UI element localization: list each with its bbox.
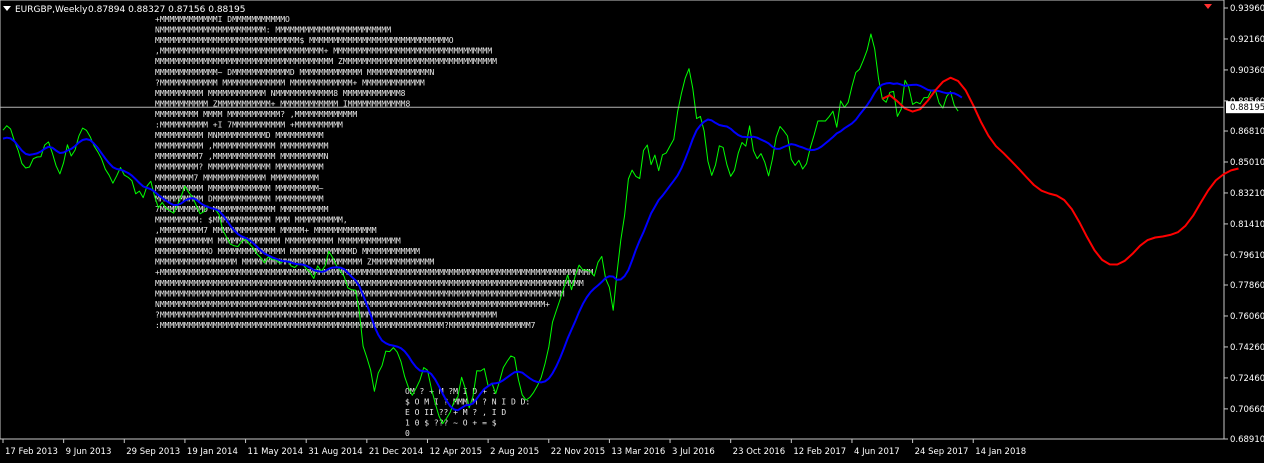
x-tick-label: 2 Aug 2015 xyxy=(490,447,539,457)
ascii-art-line: MMMMMMMMMMM ZMMMMMMMMMMM+ MMMMMMMMMMMM I… xyxy=(155,99,410,108)
y-tick-label: 0.74260 xyxy=(1230,343,1264,353)
y-tick-label: 0.81410 xyxy=(1230,220,1264,230)
ascii-art-line: MMMMMMMMM? MMMMMMMMMMMMM MMMMMMMMMM xyxy=(155,163,324,172)
ascii-art-line: MMMMMMMMMMMO MMMMMMMMMMMMMM MMMMMMMMMMMM… xyxy=(155,247,420,256)
ascii-art-line: +MMMMMMMMMMMMMMMMMMMMMMMMMMMMMMMMMMMMMMM… xyxy=(155,268,593,277)
x-tick-label: 22 Nov 2015 xyxy=(551,447,605,457)
ascii-art-line: :MMMMMMMMMM +I 7MMMMMMMMMMM +MMMMMMMMMM xyxy=(155,121,343,130)
ascii-art-line: 7MMMMMMMMMD MMMMMMMMMMMMM MMMMMMMMMM xyxy=(155,205,329,214)
chart-header: EURGBP,Weekly 0.87894 0.88327 0.87156 0.… xyxy=(3,5,245,15)
price-tag-label: 0.88195 xyxy=(1230,103,1264,113)
ascii-art-bottom-line: OM ? + M ?M I D + : xyxy=(405,387,497,396)
series-line-price xyxy=(2,33,959,425)
price-tag-box xyxy=(1226,101,1264,114)
series-layer xyxy=(2,33,1239,425)
dropdown-triangle-icon[interactable] xyxy=(3,6,11,11)
ascii-art-line: ,MMMMMMMMM7 MMMMMMMMMMMMM MMMMM+ MMMMMMM… xyxy=(155,226,377,235)
y-tick-label: 0.85010 xyxy=(1230,158,1264,168)
x-tick-label: 23 Oct 2016 xyxy=(733,447,786,457)
ascii-art-overlay: +MMMMMMMMMMMMI DMMMMMMMMMMMO NMMMMMMMMMM… xyxy=(155,15,593,438)
ascii-art-line: MMMMMMMMMM DMMMMMMMMMMMM MMMMMMMMMM xyxy=(155,194,324,203)
ascii-art-line: MMMMMMMMM MMMM MMMMMMMMMMM? ,MMMMMMMMMMM… xyxy=(155,110,357,119)
ascii-art-line: ?MMMMMMMMMMMM MMMMMMMMMMMMM MMMMMMMMMMMM… xyxy=(155,78,425,87)
ascii-art-line: +MMMMMMMMMMMMI DMMMMMMMMMMMO xyxy=(155,15,290,24)
series-line-projection xyxy=(881,76,1239,266)
x-tick-label: 12 Apr 2015 xyxy=(429,447,482,457)
ascii-art-bottom-line: 0 xyxy=(405,429,410,438)
x-tick-label: 13 Mar 2016 xyxy=(611,447,665,457)
x-tick-label: 24 Sep 2017 xyxy=(915,447,969,457)
plot-border xyxy=(0,0,1225,440)
ascii-art-line: ?MMMMMMMMMMMMMMMMMMMMMMMMMMMMMMMMMMMMMMM… xyxy=(155,310,497,319)
x-tick-label: 31 Aug 2014 xyxy=(308,447,362,457)
ascii-art-line: MMMMMMMMM: $MMMMMMMMMMMM MMM MMMMMMMMMM, xyxy=(155,215,348,224)
symbol-label: EURGBP,Weekly xyxy=(15,5,88,15)
ascii-art-line: :MMMMMMMMMMMMMMMMMMMMMMMMMMMMMMMMMMMMMMM… xyxy=(155,321,536,330)
x-tick-label: 17 Feb 2013 xyxy=(5,447,58,457)
y-tick-label: 0.79610 xyxy=(1230,251,1264,261)
series-line-smoothed xyxy=(2,82,963,412)
x-axis: 17 Feb 2013 9 Jun 2013 29 Sep 2013 19 Jan 2… xyxy=(2,439,1026,457)
y-tick-label: 0.86810 xyxy=(1230,127,1264,137)
x-tick-label: 12 Feb 2017 xyxy=(793,447,846,457)
ascii-art-bottom-line: E O II ?? + M ? , I D xyxy=(405,408,506,417)
y-tick-label: 0.72460 xyxy=(1230,374,1264,384)
ascii-art-line: MMMMMMMMMM MNMMMMMMMMMMD MMMMMMMMMM xyxy=(155,131,324,140)
x-tick-label: 19 Jan 2014 xyxy=(187,447,238,457)
x-tick-label: 3 Jul 2016 xyxy=(672,447,715,457)
ascii-art-line: MMMMMMMMMMMM MMMMMMMMMMMMM MMMMMMMMMM MM… xyxy=(155,237,401,246)
ascii-art-line: MMMMMMMM7 MMMMMMMMMMMMM MMMMMMMMMM xyxy=(155,173,319,182)
ascii-art-line: MMMMMMMMMM ,MMMMMMMMMMMMM MMMMMMMMMM xyxy=(155,142,329,151)
x-tick-label: 4 Jun 2017 xyxy=(854,447,900,457)
ascii-art-bottom-line: 1 0 $ ??? ~ O + = $ xyxy=(405,419,497,428)
ascii-art-line: MMMMMMMMMMMMMMMMM MMMMMMMMMMMMMMMMMMMMMM… xyxy=(155,258,435,267)
ascii-art-line: MMMMMMMMMMMMMMMMMMMMMMMMMMMMMMMMMMMMMMMM… xyxy=(155,279,584,288)
ascii-art-line: ,MMMMMMMMMMMMMMMMMMMMMMMMMMMMMMMMMM+ MMM… xyxy=(155,47,492,56)
x-tick-label: 14 Jan 2018 xyxy=(975,447,1026,457)
x-tick-label: 11 May 2014 xyxy=(248,447,303,457)
ascii-art-line: MMMMMMMMM7 ,MMMMMMMMMMMMM MMMMMMMMMN xyxy=(155,152,329,161)
ascii-art-line: MMMMMMMMMM MMMMMMMMMMMM NMMMMMMMMMMMM8 M… xyxy=(155,89,406,98)
x-tick-label: 9 Jun 2013 xyxy=(66,447,112,457)
current-price-tag: 0.88195 xyxy=(1226,101,1264,114)
chart-shift-marker-icon[interactable] xyxy=(1204,4,1212,9)
x-tick-label: 29 Sep 2013 xyxy=(126,447,180,457)
y-tick-label: 0.77860 xyxy=(1230,281,1264,291)
y-tick-label: 0.92160 xyxy=(1230,35,1264,45)
ascii-art-line: NMMMMMMMMMMMMMMMMMMMMMM: MMMMMMMMMMMMMMM… xyxy=(155,26,391,35)
ascii-art-line: MMMMMMMMMMMMMMMMMMMMMMMMMMMMMM$ MMMMMMMM… xyxy=(155,36,454,45)
axis-frame xyxy=(0,0,1225,440)
y-tick-label: 0.93960 xyxy=(1230,4,1264,14)
ascii-art-line: NMMMMMMMMMMMMMMMMMMMMMMMMMMMMMMMMMMMMMMM… xyxy=(155,300,550,309)
ascii-art-line: MMMMMMMMMMMMMMMMMMMMMMMMMMMMMMMMMMMMMMMM… xyxy=(155,289,565,298)
ohlc-values: 0.87894 0.88327 0.87156 0.88195 xyxy=(88,5,245,15)
ascii-art-line: MMMMMMMMMMMMM~ DMMMMMMMMMMMMD MMMMMMMMMM… xyxy=(155,68,435,77)
y-tick-label: 0.68910 xyxy=(1230,435,1264,445)
y-tick-label: 0.70660 xyxy=(1230,405,1264,415)
y-tick-label: 0.76060 xyxy=(1230,312,1264,322)
ascii-art-line: MMMMMMMMMM MMMMMMMMMMMMM MMMMMMMMM~ xyxy=(155,184,324,193)
y-axis: 0.939600.921600.903600.885600.868100.850… xyxy=(1224,4,1264,445)
y-tick-label: 0.90360 xyxy=(1230,66,1264,76)
ascii-art-line: MMMMMMMMMMMMMMMMMMMMMMMMMMMMMMMMMMMMM ZM… xyxy=(155,57,497,66)
y-tick-label: 0.83210 xyxy=(1230,189,1264,199)
x-tick-label: 21 Dec 2014 xyxy=(369,447,423,457)
